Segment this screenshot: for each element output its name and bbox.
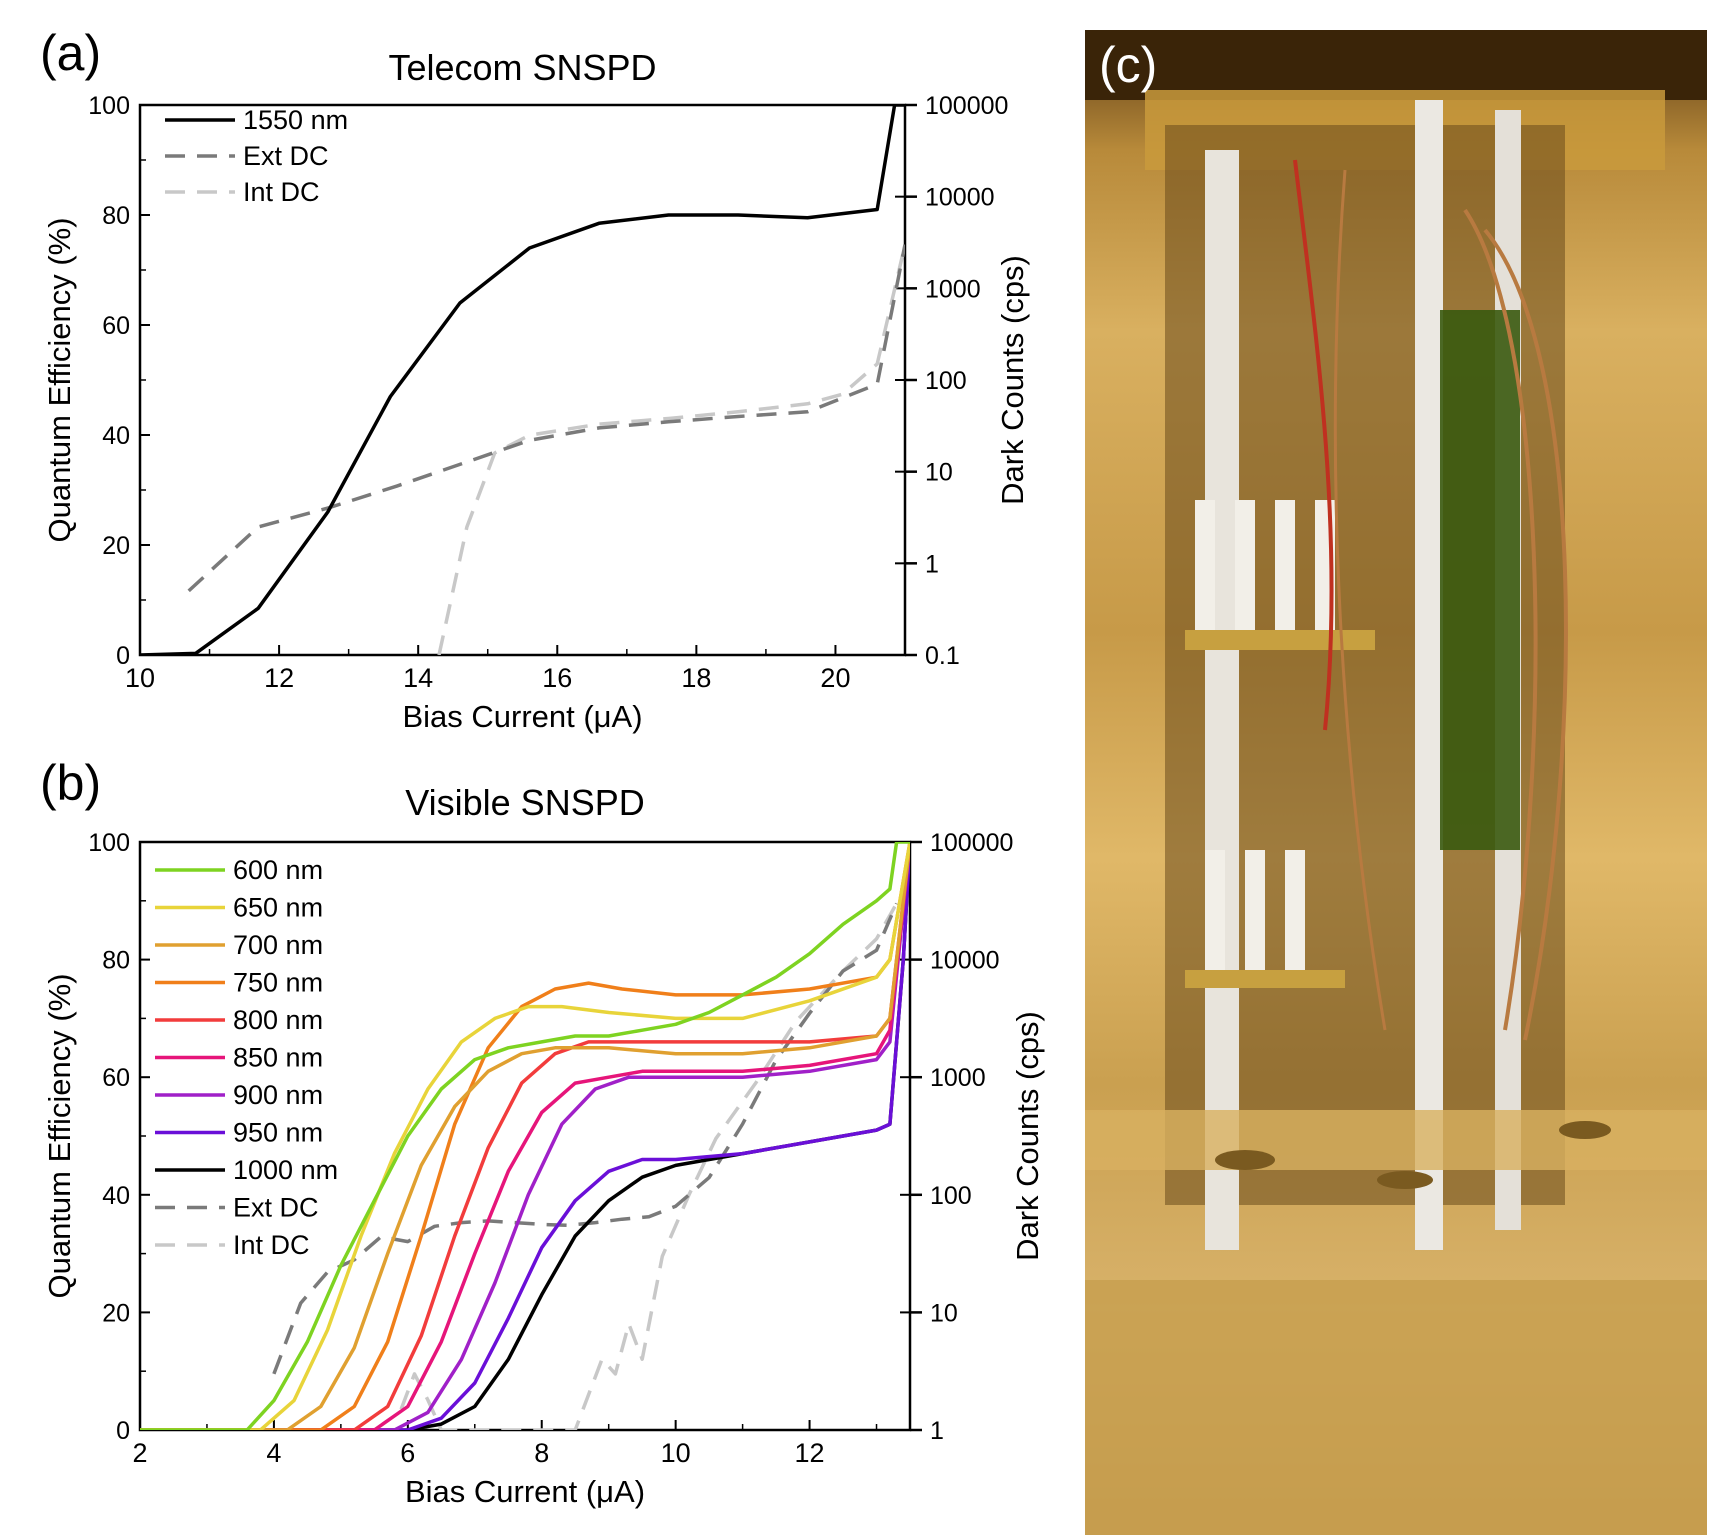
c1-legend-label-750-nm: 750 nm — [233, 968, 323, 998]
c1-series-700-nm — [140, 842, 910, 1430]
c0-series-1550-nm — [140, 105, 905, 655]
c1-series-ext-dc — [272, 902, 899, 1375]
c1-y-tick-label-1: 20 — [102, 1299, 130, 1327]
c0-x-tick-label-1: 12 — [264, 663, 294, 693]
c1-y2-tick-label-4: 10000 — [930, 947, 1000, 975]
c1-legend-label-ext-dc: Ext DC — [233, 1193, 319, 1223]
c1-title: Visible SNSPD — [405, 782, 644, 823]
c0-y2-tick-label-6: 100000 — [925, 92, 1008, 120]
c0-y2-tick-label-3: 100 — [925, 367, 967, 395]
c0-y2-tick-label-4: 1000 — [925, 275, 981, 303]
c0-x-tick-label-4: 18 — [681, 663, 711, 693]
c0-x-tick-label-5: 20 — [820, 663, 850, 693]
c1-x-tick-label-2: 6 — [400, 1438, 415, 1468]
c0-y2-tick-label-0: 0.1 — [925, 642, 960, 670]
c0-y2-tick-label-1: 1 — [925, 550, 939, 578]
c0-y-tick-label-1: 20 — [102, 532, 130, 560]
c0-title: Telecom SNSPD — [388, 47, 656, 88]
panel-label-b: (b) — [40, 755, 101, 811]
c1-y-tick-label-3: 60 — [102, 1064, 130, 1092]
c0-y-tick-label-3: 60 — [102, 312, 130, 340]
panel-label-a: (a) — [40, 25, 101, 81]
c0-y-tick-label-4: 80 — [102, 202, 130, 230]
c1-series-950-nm — [140, 842, 910, 1430]
c0-x-tick-label-3: 16 — [542, 663, 572, 693]
c1-x-tick-label-0: 2 — [132, 1438, 147, 1468]
c0-y-tick-label-2: 40 — [102, 422, 130, 450]
panel-label-c: (c) — [1099, 37, 1158, 93]
cryostat-photo-illustration — [1085, 30, 1707, 1535]
c0-y-axis-label: Quantum Efficiency (%) — [42, 217, 77, 542]
c1-legend-label-950-nm: 950 nm — [233, 1118, 323, 1148]
c1-legend-label-600-nm: 600 nm — [233, 855, 323, 885]
c1-series-int-dc — [399, 902, 899, 1430]
c1-legend-label-900-nm: 900 nm — [233, 1080, 323, 1110]
c0-legend-label-1550-nm: 1550 nm — [243, 105, 348, 135]
c0-x-tick-label-0: 10 — [125, 663, 155, 693]
c1-legend-label-int-dc: Int DC — [233, 1230, 310, 1260]
c0-y2-tick-label-5: 10000 — [925, 184, 995, 212]
c1-legend-label-700-nm: 700 nm — [233, 930, 323, 960]
c1-y2-tick-label-2: 100 — [930, 1182, 972, 1210]
c1-x-tick-label-5: 12 — [795, 1438, 825, 1468]
c1-y-tick-label-0: 0 — [116, 1417, 130, 1445]
c1-y-tick-label-4: 80 — [102, 947, 130, 975]
c1-x-tick-label-4: 10 — [661, 1438, 691, 1468]
c0-y-tick-label-5: 100 — [88, 92, 130, 120]
c1-x-axis-label: Bias Current (μA) — [405, 1474, 645, 1509]
c0-series-ext-dc — [187, 244, 905, 593]
c1-y2-tick-label-5: 100000 — [930, 829, 1013, 857]
c1-y-tick-label-2: 40 — [102, 1182, 130, 1210]
c0-y-tick-label-0: 0 — [116, 642, 130, 670]
c1-y2-tick-label-3: 1000 — [930, 1064, 986, 1092]
c1-legend-label-650-nm: 650 nm — [233, 893, 323, 923]
c0-legend-label-ext-dc: Ext DC — [243, 141, 329, 171]
chart-telecom: Telecom SNSPD 10 12 14 16 18 20 0 20 40 60 80 100 0.1… — [42, 47, 1030, 734]
c1-y-tick-label-5: 100 — [88, 829, 130, 857]
c1-x-tick-label-1: 4 — [266, 1438, 281, 1468]
c1-x-tick-label-3: 8 — [534, 1438, 549, 1468]
c0-legend-label-int-dc: Int DC — [243, 177, 320, 207]
c1-legend-label-1000-nm: 1000 nm — [233, 1155, 338, 1185]
c0-y2-axis-label: Dark Counts (cps) — [995, 255, 1030, 505]
c1-series-750-nm — [140, 842, 910, 1430]
c1-legend-label-800-nm: 800 nm — [233, 1005, 323, 1035]
c1-legend-label-850-nm: 850 nm — [233, 1043, 323, 1073]
c0-x-tick-label-2: 14 — [403, 663, 433, 693]
c1-series-900-nm — [140, 842, 910, 1430]
c0-series-int-dc — [437, 244, 905, 655]
c1-y-axis-label: Quantum Efficiency (%) — [42, 973, 77, 1298]
c1-series-600-nm — [140, 842, 910, 1430]
c0-y2-tick-label-2: 10 — [925, 459, 953, 487]
c1-y2-tick-label-0: 1 — [930, 1417, 944, 1445]
c1-series-850-nm — [140, 842, 910, 1430]
c1-y2-tick-label-1: 10 — [930, 1299, 958, 1327]
chart-visible: Visible SNSPD 2 4 6 8 10 12 0 20 40 60 80 100 1 10 100 1… — [42, 782, 1045, 1509]
c1-y2-axis-label: Dark Counts (cps) — [1010, 1011, 1045, 1261]
c0-x-axis-label: Bias Current (μA) — [402, 699, 642, 734]
c1-series-650-nm — [140, 842, 910, 1430]
cryostat-photo: (c) — [1085, 30, 1707, 1535]
